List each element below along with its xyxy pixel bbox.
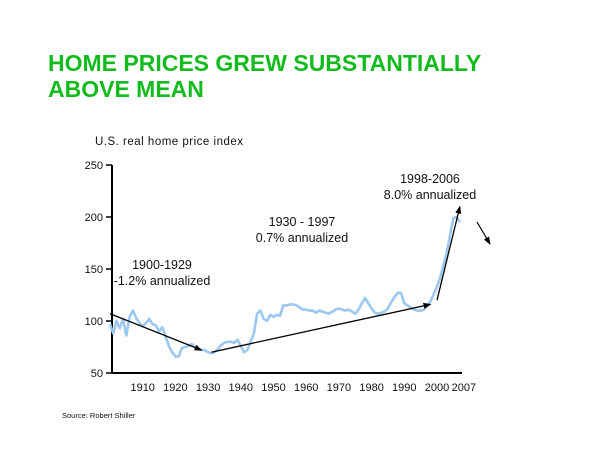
slide-title: HOME PRICES GREW SUBSTANTIALLY ABOVE MEA… (48, 50, 481, 102)
x-tick-label: 1980 (359, 382, 383, 394)
trend-annotation: -1.2% annualized (114, 274, 211, 288)
y-axis-label: U.S. real home price index (95, 136, 244, 148)
y-tick-label: 100 (85, 316, 103, 328)
y-tick-label: 200 (85, 212, 103, 224)
x-tick-label: 1970 (327, 382, 351, 394)
y-tick-label: 50 (91, 368, 103, 380)
x-tick-label: 1950 (261, 382, 285, 394)
y-tick-label: 150 (85, 264, 103, 276)
x-tick-label: 1930 (196, 382, 220, 394)
y-tick-label: 250 (85, 160, 103, 172)
x-tick-label: 2007 (452, 382, 476, 394)
trend-arrow (436, 205, 462, 301)
x-tick-label: 1920 (163, 382, 187, 394)
trend-arrow (109, 313, 203, 351)
trend-annotation: 0.7% annualized (256, 231, 348, 245)
trend-annotation: 8.0% annualized (384, 188, 476, 202)
trend-annotation: 1900-1929 (132, 258, 192, 272)
decorative-arrow (476, 221, 491, 245)
trend-annotation: 1930 - 1997 (269, 215, 336, 229)
series-line (108, 215, 461, 358)
trend-annotation: 1998-2006 (400, 172, 460, 186)
x-tick-label: 1990 (392, 382, 416, 394)
x-tick-label: 1910 (130, 382, 154, 394)
trend-arrow (211, 302, 432, 353)
source-note: Source: Robert Shiller (62, 411, 136, 420)
x-tick-label: 2000 (425, 382, 449, 394)
x-tick-label: 1940 (229, 382, 253, 394)
x-tick-label: 1960 (294, 382, 318, 394)
